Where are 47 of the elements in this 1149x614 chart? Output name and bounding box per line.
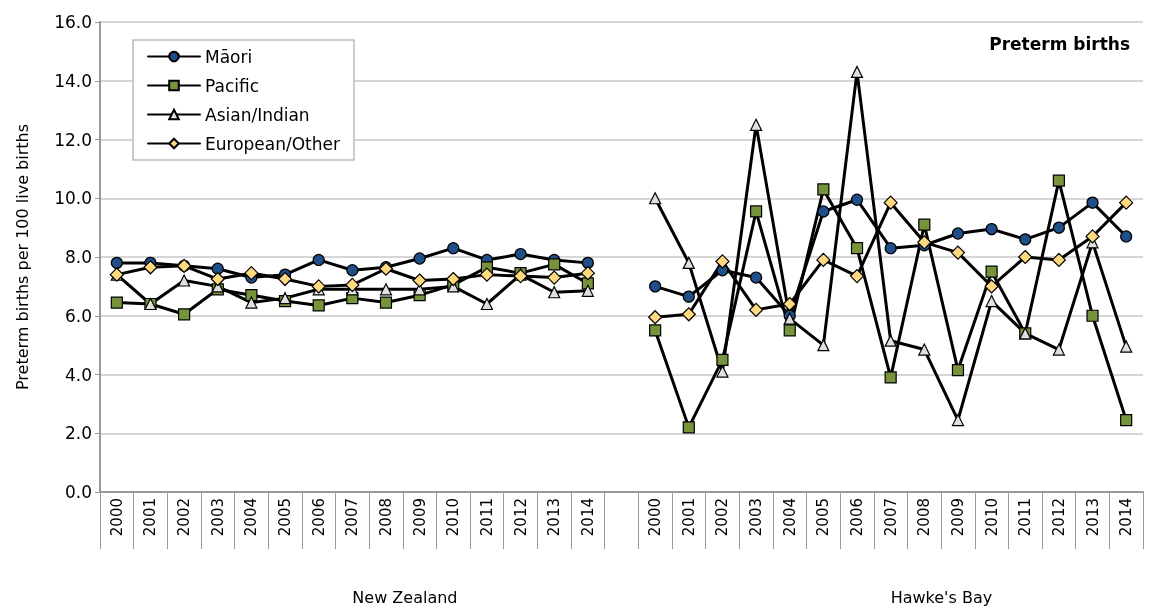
x-tick-label: 2013 [545,498,564,537]
legend-label: European/Other [205,133,340,154]
y-tick-label: 0.0 [64,482,92,502]
y-tick-label: 14.0 [54,70,92,91]
x-tick-label: 2012 [511,498,530,537]
x-tick-label: 2014 [1117,498,1136,537]
text: New Zealand [352,587,458,607]
legend-label: Māori [205,46,253,67]
x-tick-label: 2002 [175,498,194,537]
legend-label: Pacific [205,75,260,96]
x-tick-label: 2008 [915,498,934,537]
x-tick-label: 2003 [208,498,227,537]
x-tick-label: 2000 [646,498,665,537]
x-tick-label: 2011 [477,498,496,537]
x-tick-label: 2004 [780,498,799,537]
x-tick-label: 2003 [747,498,766,537]
x-tick-label: 2004 [242,498,261,537]
text: Hawke's Bay [890,587,993,607]
x-tick-label: 2012 [1049,498,1068,537]
x-tick-label: 2011 [1016,498,1035,537]
legend-label: Asian/Indian [205,104,310,125]
y-tick-label: 6.0 [64,305,92,326]
x-tick-label: 2002 [713,498,732,537]
y-tick-label: 12.0 [54,129,92,150]
x-tick-label: 2005 [814,498,833,537]
y-tick-label: 4.0 [64,364,92,385]
x-tick-label: 2006 [848,498,867,537]
y-tick-label: 10.0 [54,188,92,209]
x-tick-label: 2007 [881,498,900,537]
y-tick-label: 8.0 [64,247,92,267]
x-tick-label: 2014 [578,498,597,537]
y-axis-title: Preterm births per 100 live births [12,123,32,391]
x-tick-label: 2006 [309,498,328,537]
x-tick-label: 2001 [679,498,698,537]
x-tick-label: 2009 [948,498,967,537]
x-tick-label: 2007 [343,498,362,537]
text: Preterm births [989,33,1131,54]
y-tick-label: 16.0 [54,12,92,32]
x-tick-label: 2001 [141,498,160,537]
x-tick-label: 2010 [444,498,463,537]
y-tick-label: 2.0 [64,423,92,444]
x-tick-label: 2005 [276,498,295,537]
x-tick-label: 2010 [982,498,1001,537]
x-tick-label: 2009 [410,498,429,537]
x-tick-label: 2008 [376,498,395,537]
x-tick-label: 2000 [107,498,126,537]
x-tick-label: 2013 [1083,498,1102,537]
